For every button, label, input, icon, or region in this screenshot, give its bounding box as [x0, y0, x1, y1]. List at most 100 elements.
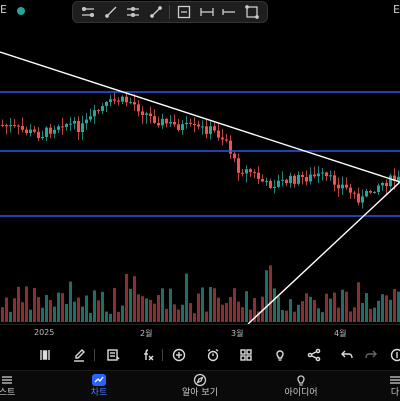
volume-bar: [321, 312, 324, 322]
candle-body: [389, 175, 392, 186]
candle-body: [325, 172, 328, 176]
horizontal-segment-icon[interactable]: [220, 3, 238, 21]
volume-bar: [289, 299, 292, 322]
add-icon[interactable]: [170, 346, 188, 364]
info-line-icon[interactable]: [147, 3, 165, 21]
trend-line-icon[interactable]: [79, 3, 97, 21]
candle-body: [289, 176, 292, 183]
descending-trend-line[interactable]: [0, 52, 400, 182]
volume-bar: [265, 270, 268, 322]
candle-body: [25, 130, 28, 133]
volume-bar: [173, 304, 176, 322]
candle-body: [1, 125, 4, 126]
candle-body: [301, 175, 304, 177]
note-icon[interactable]: [104, 346, 122, 364]
symbol-fragment-right: E: [393, 3, 400, 16]
volume-bar: [117, 312, 120, 322]
horizontal-line-icon[interactable]: [175, 3, 193, 21]
volume-bar: [165, 309, 168, 322]
candle-body: [93, 110, 96, 116]
candle-body: [153, 116, 156, 123]
nav-ideas[interactable]: 아이디어: [276, 373, 326, 401]
candle-body: [29, 130, 32, 133]
brush-icon[interactable]: [70, 346, 88, 364]
volume-bar: [329, 299, 332, 322]
candle-body: [369, 191, 372, 193]
candle-body: [173, 122, 176, 124]
volume-bar: [5, 297, 8, 322]
candle-body: [333, 175, 336, 184]
volume-bar: [185, 274, 188, 322]
watchlist-icon: [0, 374, 14, 386]
volume-bar: [101, 292, 104, 322]
candle-body: [109, 99, 112, 102]
nav-menu[interactable]: 다: [370, 373, 400, 401]
volume-bar: [341, 290, 344, 322]
volume-bar: [305, 293, 308, 322]
volume-bar: [325, 294, 328, 322]
top-bar: E E: [0, 0, 400, 24]
candle-body: [297, 175, 300, 184]
volume-bar: [213, 288, 216, 322]
ray-icon[interactable]: [102, 3, 120, 21]
candle-body: [249, 169, 252, 172]
volume-bar: [85, 296, 88, 322]
volume-bar: [317, 308, 320, 322]
volume-bar: [129, 289, 132, 322]
volume-bar: [169, 289, 172, 322]
tools-divider: [162, 349, 163, 361]
candle-body: [5, 125, 8, 126]
extended-line-icon[interactable]: [124, 3, 142, 21]
volume-bar: [221, 305, 224, 322]
candle-body: [9, 125, 12, 126]
volume-bar: [293, 312, 296, 322]
redo-icon[interactable]: [362, 346, 380, 364]
candle-body: [313, 175, 316, 177]
volume-bar: [29, 310, 32, 322]
volume-bar: [365, 293, 368, 322]
candle-body: [237, 158, 240, 173]
candle-body: [105, 102, 108, 106]
horizontal-ray-icon[interactable]: [198, 3, 216, 21]
volume-bar: [241, 307, 244, 322]
compare-icon[interactable]: [388, 346, 400, 364]
candle-body: [157, 123, 160, 125]
toolbar-divider: [169, 5, 170, 19]
volume-bar: [193, 313, 196, 322]
candle-body: [225, 139, 228, 140]
volume-bar: [385, 295, 388, 322]
idea-bulb-icon[interactable]: [271, 346, 289, 364]
volume-bar: [205, 312, 208, 322]
candle-body: [277, 181, 280, 187]
layout-grid-icon[interactable]: [237, 346, 255, 364]
volume-bar: [57, 293, 60, 322]
undo-icon[interactable]: [338, 346, 356, 364]
candle-body: [165, 119, 168, 124]
volume-bar: [133, 276, 136, 322]
volume-bar: [209, 287, 212, 322]
nav-chart[interactable]: 차트: [74, 373, 124, 401]
volume-bar: [9, 312, 12, 322]
nav-watchlist[interactable]: 스트: [0, 373, 32, 401]
volume-bar: [105, 312, 108, 322]
function-icon[interactable]: [138, 346, 156, 364]
nav-label: 다: [370, 387, 400, 399]
nav-explore[interactable]: 알아 보기: [175, 373, 225, 401]
price-chart[interactable]: [0, 0, 400, 324]
candle-body: [261, 179, 264, 181]
time-axis[interactable]: 2025 2월 3월 4월: [0, 324, 400, 341]
rectangle-icon[interactable]: [243, 3, 261, 21]
bottom-navigation: 스트 차트 알아 보기 아이디어 다: [0, 370, 400, 401]
alarm-icon[interactable]: [204, 346, 222, 364]
volume-bar: [381, 294, 384, 322]
symbol-fragment: E: [0, 3, 7, 16]
candle-body: [133, 102, 136, 104]
indicator-bars-icon[interactable]: [36, 346, 54, 364]
volume-bar: [245, 291, 248, 322]
share-icon[interactable]: [305, 346, 323, 364]
volume-bar: [13, 298, 16, 322]
candle-body: [89, 116, 92, 119]
volume-bar: [53, 307, 56, 322]
volume-bar: [237, 302, 240, 322]
volume-bar: [225, 303, 228, 322]
